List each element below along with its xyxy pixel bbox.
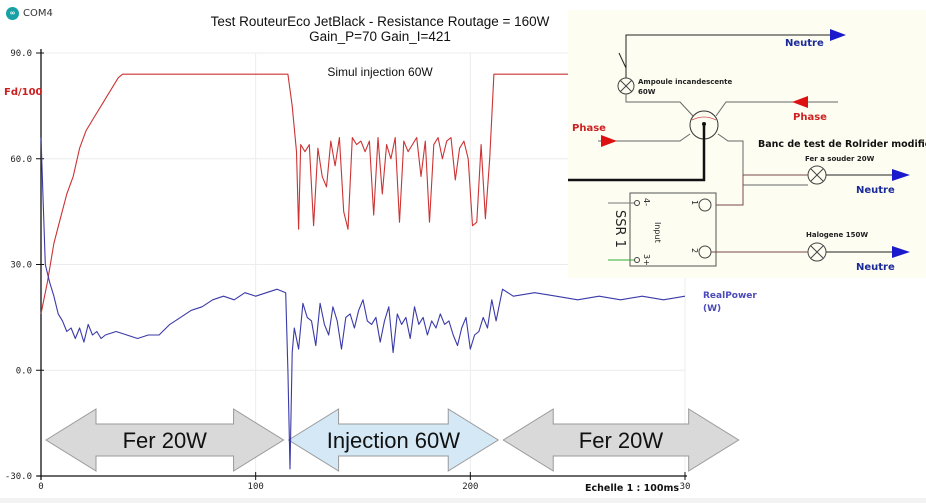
phase-double-arrow (502, 408, 740, 472)
chart-subtitle: Simul injection 60W (327, 65, 433, 79)
window-footer (0, 498, 926, 503)
y-tick-label: 0.0 (16, 366, 32, 376)
y-tick-label: -30.0 (5, 472, 32, 482)
x-tick-label: 0 (38, 482, 43, 492)
y-tick-label: 90.0 (10, 49, 32, 59)
legend-realpower: RealPower (W) (703, 290, 757, 316)
ssr-input-label: Input (653, 222, 662, 243)
axes: 90.0 60.0 30.0 0.0 -30.0 0 100 200 30 (5, 49, 691, 492)
x-axis-scale-note: Echelle 1 : 100ms (585, 483, 679, 494)
neutre-wire-top (625, 34, 843, 68)
phase-double-arrow (45, 408, 285, 472)
phase-arrow-label: Fer 20W (123, 428, 208, 453)
phase-arrow-label: Fer 20W (579, 428, 664, 453)
legend-realpower-line1: RealPower (703, 291, 757, 301)
phase-label-right: Phase (793, 112, 827, 123)
phase-arrow-left-icon (601, 135, 617, 147)
phase-label-left: Phase (572, 123, 606, 134)
legend-fd100: Fd/100 (4, 87, 43, 98)
window-titlebar: ∞ COM4 (0, 0, 566, 26)
y-tick-label: 30.0 (10, 261, 32, 271)
series-lines (40, 73, 686, 470)
chart-title-line1: Test RouteurEco JetBlack - Resistance Ro… (210, 14, 550, 29)
bulb-label: Ampoule incandescente (638, 78, 732, 86)
diagram-title: Banc de test de Rolrider modifié (758, 139, 926, 150)
neutre-arrow-iron-icon (892, 169, 910, 181)
neutre-arrow-icon (830, 29, 846, 41)
wiring-diagram-svg: Neutre Ampoule incandescente 60W Phase P… (568, 29, 926, 273)
phase-arrow-right-icon (792, 96, 808, 108)
neutre-label-iron: Neutre (856, 185, 895, 196)
y-tick-label: 60.0 (10, 155, 32, 165)
x-tick-label: 100 (248, 482, 264, 492)
ssr-relay-icon (629, 192, 717, 267)
ssr-pin1-label: 1 (690, 200, 699, 205)
neutre-arrow-halogen-icon (892, 246, 910, 258)
series-line (40, 73, 685, 315)
x-tick-label: 30 (680, 482, 691, 492)
chart-title: Test RouteurEco JetBlack - Resistance Ro… (190, 14, 570, 44)
ssr-pin2-label: 2 (690, 248, 699, 253)
legend-realpower-line2: (W) (703, 304, 722, 314)
phase-arrow-label: Injection 60W (327, 428, 461, 453)
phase-annotations: Fer 20W Injection 60W Fer 20W (45, 408, 740, 472)
bulb-power-label: 60W (638, 88, 656, 96)
series-line (40, 137, 686, 470)
ssr-pin3-label: 3+ (642, 254, 651, 266)
sensor-cable (568, 124, 706, 182)
chart-title-line2: Gain_P=70 Gain_I=421 (309, 29, 451, 44)
neutre-label-halogen: Neutre (856, 262, 895, 273)
wiring-diagram: Neutre Ampoule incandescente 60W Phase P… (568, 10, 926, 278)
iron-label: Fer a souder 20W (805, 155, 875, 163)
switch-icon (618, 52, 627, 69)
window-title: COM4 (23, 7, 53, 19)
ssr-label: SSR 1 (612, 210, 627, 248)
neutre-label-top: Neutre (785, 38, 824, 49)
phase-double-arrow (287, 408, 500, 472)
ssr-pin4-label: 4- (642, 198, 651, 206)
halogen-label: Halogene 150W (806, 231, 868, 239)
arduino-icon: ∞ (6, 6, 19, 20)
x-tick-label: 200 (462, 482, 478, 492)
